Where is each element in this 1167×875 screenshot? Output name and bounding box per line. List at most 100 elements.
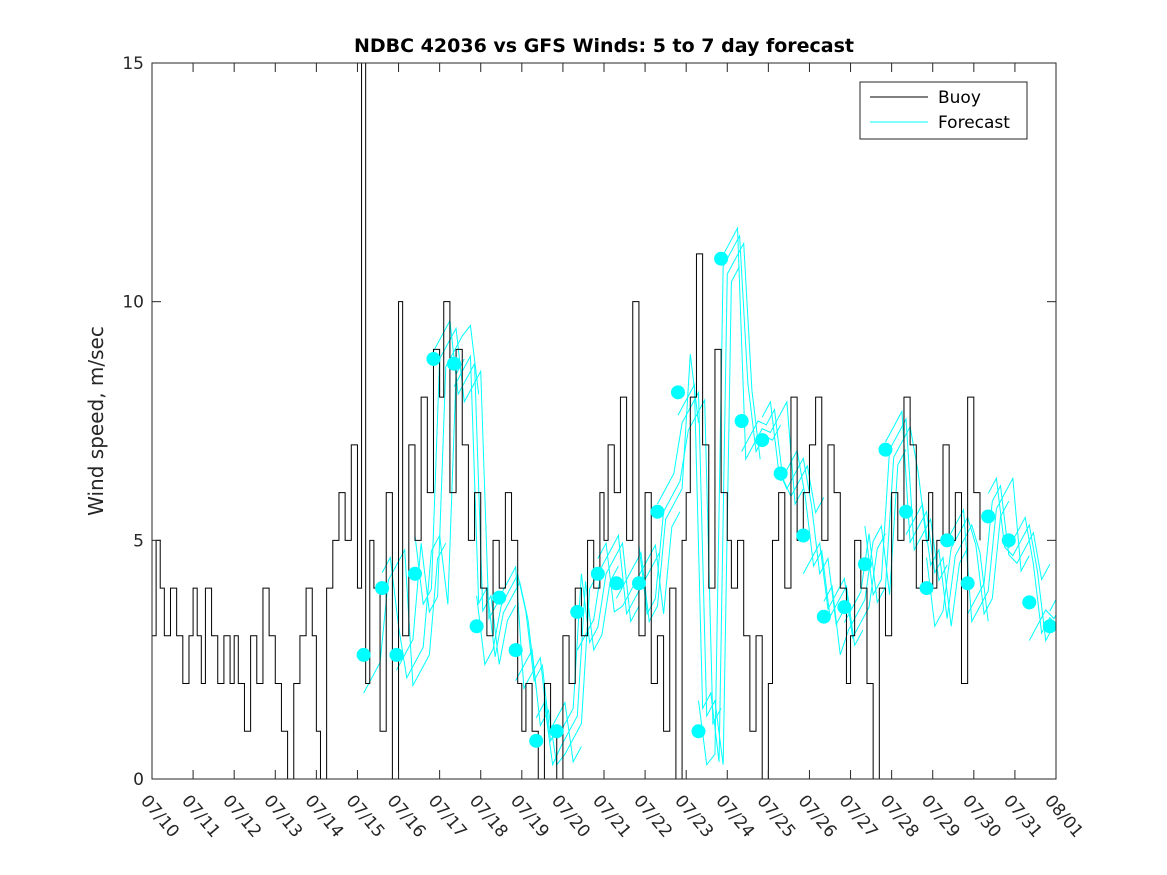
- forecast-line: [802, 533, 886, 640]
- forecast-point: [631, 576, 646, 591]
- forecast-line: [885, 409, 969, 627]
- forecast-point: [426, 351, 441, 366]
- x-tick-label: 07/16: [383, 791, 430, 841]
- forecast-line: [761, 400, 845, 626]
- x-tick-label: 07/21: [588, 791, 635, 841]
- x-tick-label: 07/23: [670, 791, 717, 841]
- x-tick-label: 07/19: [506, 791, 553, 841]
- forecast-point: [919, 581, 934, 596]
- x-tick-label: 07/10: [136, 791, 183, 841]
- x-tick-label: 07/24: [711, 791, 758, 841]
- forecast-line: [535, 565, 619, 767]
- forecast-line: [656, 266, 741, 765]
- x-tick-label: 07/12: [218, 791, 265, 841]
- forecast-line: [864, 417, 948, 597]
- forecast-point: [529, 733, 544, 748]
- y-axis: 0 5 10 15: [122, 54, 1056, 790]
- forecast-line: [843, 425, 928, 623]
- forecast-point: [670, 385, 685, 400]
- legend: Buoy Forecast: [859, 81, 1028, 140]
- forecast-point: [1022, 595, 1037, 610]
- forecast-line: [556, 541, 640, 740]
- forecast-point: [389, 647, 404, 662]
- x-tick-label: 08/01: [1040, 791, 1087, 841]
- forecast-point: [899, 504, 914, 519]
- x-tick-label: 07/18: [465, 791, 512, 841]
- forecast-line: [823, 449, 907, 656]
- y-tick-label: 15: [122, 54, 144, 74]
- forecast-series: [363, 226, 1056, 767]
- forecast-line: [1008, 515, 1056, 635]
- forecast-line: [396, 324, 480, 671]
- legend-box: [859, 81, 1028, 140]
- forecast-point: [407, 566, 422, 581]
- forecast-point: [981, 509, 996, 524]
- forecast-point: [796, 528, 811, 543]
- forecast-line: [946, 476, 1030, 624]
- forecast-point: [734, 414, 749, 428]
- x-tick-label: 07/30: [958, 791, 1005, 841]
- forecast-line: [905, 502, 989, 622]
- forecast-line: [414, 326, 498, 621]
- forecast-line: [363, 542, 447, 694]
- x-tick-label: 07/22: [629, 791, 676, 841]
- legend-buoy-label: Buoy: [938, 88, 981, 108]
- forecast-point: [508, 643, 523, 658]
- forecast-point: [755, 433, 770, 448]
- forecast-point: [356, 647, 371, 662]
- y-tick-label: 5: [133, 531, 144, 551]
- x-axis: 07/1007/1107/1207/1307/1407/1507/1607/17…: [136, 63, 1087, 842]
- y-tick-label: 0: [133, 770, 144, 790]
- forecast-point: [878, 442, 893, 457]
- forecast-line: [576, 533, 660, 651]
- forecast-line: [987, 476, 1056, 643]
- x-tick-label: 07/27: [835, 791, 882, 841]
- forecast-line: [381, 358, 465, 680]
- forecast-point: [650, 504, 665, 519]
- forecast-line: [967, 484, 1051, 615]
- plot-area: [152, 63, 1056, 779]
- forecast-point: [837, 600, 852, 615]
- forecast-line: [1028, 609, 1056, 641]
- x-tick-label: 07/31: [999, 791, 1046, 841]
- forecast-line: [433, 319, 517, 665]
- buoy-line: [152, 63, 981, 779]
- x-tick-label: 07/20: [547, 791, 594, 841]
- x-tick-label: 07/15: [342, 791, 389, 841]
- forecast-point: [469, 619, 484, 634]
- plot-frame: [151, 62, 1057, 780]
- forecast-point: [570, 604, 585, 619]
- forecast-point: [590, 566, 605, 581]
- y-tick-label: 10: [122, 293, 144, 313]
- forecast-point: [857, 557, 872, 572]
- forecast-point: [816, 609, 831, 624]
- forecast-line: [498, 565, 582, 764]
- forecast-point: [1042, 619, 1056, 634]
- x-tick-label: 07/26: [794, 791, 841, 841]
- x-tick-label: 07/17: [424, 791, 471, 841]
- forecast-point: [773, 466, 788, 481]
- forecast-markers: [356, 251, 1056, 748]
- forecast-point: [1001, 533, 1016, 548]
- chart-title: NDBC 42036 vs GFS Winds: 5 to 7 day fore…: [354, 35, 854, 57]
- x-tick-label: 07/11: [177, 791, 224, 841]
- x-tick-label: 07/29: [917, 791, 964, 841]
- forecast-point: [960, 576, 975, 591]
- forecast-point: [375, 581, 390, 596]
- x-tick-label: 07/28: [876, 791, 923, 841]
- y-axis-label: Wind speed, m/sec: [84, 326, 108, 516]
- forecast-line: [1049, 598, 1056, 612]
- x-tick-label: 07/14: [301, 791, 348, 841]
- forecast-line: [720, 226, 804, 506]
- forecast-point: [940, 533, 955, 548]
- forecast-line: [677, 241, 761, 762]
- forecast-point: [447, 356, 462, 371]
- buoy-series: [152, 63, 981, 779]
- forecast-point: [609, 576, 624, 591]
- forecast-point: [549, 724, 564, 739]
- legend-forecast-label: Forecast: [938, 113, 1010, 133]
- forecast-point: [691, 724, 706, 739]
- forecast-line: [741, 407, 825, 515]
- forecast-line: [638, 398, 722, 726]
